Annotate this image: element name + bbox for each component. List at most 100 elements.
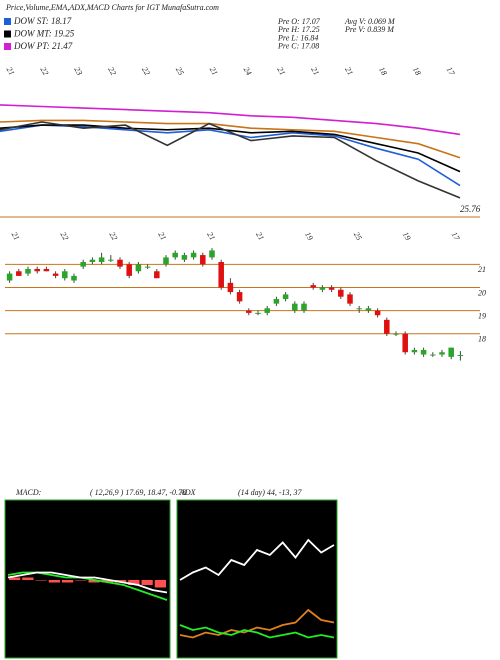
histogram-bar bbox=[154, 580, 166, 588]
histogram-bar bbox=[35, 580, 47, 581]
candle-body bbox=[34, 268, 40, 272]
candle-body bbox=[255, 312, 261, 314]
x-tick-label: 21 bbox=[156, 230, 168, 241]
candle-body bbox=[301, 303, 307, 311]
candle-body bbox=[181, 255, 188, 260]
series-line bbox=[0, 104, 461, 136]
candle-body bbox=[236, 292, 243, 302]
x-tick-label: 19 bbox=[303, 230, 315, 241]
candle-body bbox=[135, 264, 142, 272]
candle-body bbox=[328, 287, 335, 290]
candle-body bbox=[246, 310, 252, 313]
x-tick-label: 21 bbox=[205, 230, 217, 241]
candle-body bbox=[144, 266, 151, 268]
candle-body bbox=[52, 273, 59, 276]
legend-label: DOW PT: 21.47 bbox=[13, 41, 73, 51]
candle-body bbox=[365, 308, 372, 311]
candle-body bbox=[80, 262, 86, 267]
legend-label: DOW MT: 19.25 bbox=[13, 29, 75, 39]
series-line bbox=[179, 608, 335, 639]
histogram-bar bbox=[141, 580, 153, 585]
stat-label: Pre C: 17.08 bbox=[277, 42, 319, 51]
series-line bbox=[179, 538, 335, 581]
x-tick-label: 21 bbox=[254, 230, 266, 241]
histogram-bar bbox=[62, 580, 74, 583]
candle-body bbox=[319, 287, 326, 290]
candle-body bbox=[282, 294, 289, 300]
x-tick-label: 21 bbox=[5, 65, 17, 76]
stat-label: Avg V: 0.069 M bbox=[344, 17, 396, 26]
legend-label: DOW ST: 18.17 bbox=[13, 16, 72, 26]
y-tick-label: 20 bbox=[478, 288, 486, 297]
candle-body bbox=[163, 257, 169, 265]
x-tick-label: 22 bbox=[39, 65, 51, 76]
series-line bbox=[0, 121, 461, 199]
candle-body bbox=[154, 271, 160, 279]
x-tick-label: 18 bbox=[411, 65, 423, 76]
candle-body bbox=[98, 257, 105, 263]
candle-body bbox=[218, 262, 224, 288]
histogram-bar bbox=[9, 577, 21, 580]
x-tick-label: 23 bbox=[72, 65, 84, 76]
x-tick-label: 22 bbox=[59, 230, 71, 241]
candle-body bbox=[117, 259, 123, 267]
candle-body bbox=[448, 347, 454, 357]
candle-body bbox=[356, 308, 362, 310]
histogram-bar bbox=[101, 580, 113, 583]
candle-body bbox=[393, 333, 399, 335]
series-line bbox=[7, 571, 168, 594]
candle-body bbox=[420, 349, 427, 355]
x-tick-label: 21 bbox=[343, 65, 355, 76]
candle-body bbox=[6, 273, 13, 281]
candle-body bbox=[200, 255, 206, 265]
histogram-bar bbox=[48, 580, 60, 583]
x-tick-label: 19 bbox=[401, 230, 413, 241]
series-line bbox=[179, 624, 335, 639]
legend-swatch bbox=[4, 43, 11, 50]
series-line bbox=[0, 119, 461, 159]
candle-body bbox=[126, 264, 132, 276]
macd-subtitle: ( 12,26,9 ) 17.69, 18.47, -0.78 bbox=[90, 488, 186, 497]
candle-body bbox=[411, 349, 418, 353]
x-tick-label: 21 bbox=[208, 65, 220, 76]
x-tick-label: 25 bbox=[352, 230, 364, 241]
price-label: 25.76 bbox=[460, 204, 481, 214]
x-tick-label: 22 bbox=[140, 65, 152, 76]
candle-body bbox=[338, 289, 344, 297]
candle-body bbox=[190, 252, 197, 258]
series-line bbox=[0, 124, 461, 173]
candle-body bbox=[209, 250, 215, 258]
histogram-bar bbox=[22, 577, 34, 580]
x-tick-label: 22 bbox=[106, 65, 118, 76]
candle-body bbox=[16, 271, 22, 276]
stat-label: Pre V: 0.839 M bbox=[344, 25, 395, 34]
x-tick-label: 24 bbox=[242, 65, 254, 76]
histogram-bar bbox=[128, 580, 140, 585]
histogram-bar bbox=[75, 580, 87, 581]
adx-title: ADX bbox=[179, 488, 197, 497]
legend-swatch bbox=[4, 30, 11, 38]
candle-body bbox=[347, 294, 353, 304]
candle-body bbox=[310, 285, 316, 288]
x-tick-label: 21 bbox=[10, 230, 22, 241]
candle-body bbox=[439, 352, 445, 355]
x-tick-label: 25 bbox=[174, 65, 186, 76]
y-tick-label: 21 bbox=[478, 265, 486, 274]
candle-body bbox=[457, 355, 464, 357]
x-tick-label: 21 bbox=[275, 65, 287, 76]
y-tick-label: 18 bbox=[478, 335, 486, 344]
macd-title: MACD: bbox=[15, 488, 42, 497]
candle-body bbox=[25, 268, 31, 274]
candle-body bbox=[384, 319, 390, 334]
candle-body bbox=[374, 310, 381, 316]
stat-label: Pre H: 17.25 bbox=[277, 25, 320, 34]
candle-body bbox=[430, 354, 436, 356]
x-tick-label: 21 bbox=[309, 65, 321, 76]
candle-body bbox=[292, 303, 298, 311]
histogram-bar bbox=[88, 580, 100, 583]
candle-body bbox=[402, 333, 408, 353]
x-tick-label: 18 bbox=[377, 65, 389, 76]
candle-body bbox=[273, 299, 280, 304]
y-tick-label: 19 bbox=[478, 311, 486, 320]
